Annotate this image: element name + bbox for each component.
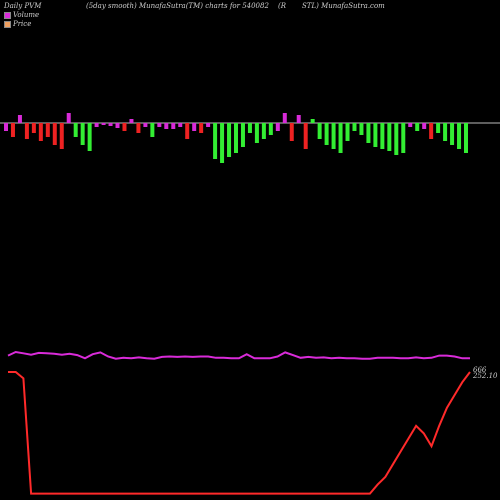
volume-bar	[178, 123, 183, 127]
legend-volume-swatch	[4, 11, 11, 19]
volume-bar	[359, 123, 364, 135]
volume-bar	[443, 123, 448, 141]
volume-bar	[429, 123, 434, 139]
volume-bar	[387, 123, 392, 151]
header-left: Daily PVM	[4, 2, 42, 10]
volume-bar	[101, 123, 106, 125]
volume-bar	[317, 123, 322, 139]
volume-bar	[192, 123, 197, 131]
legend-price-label: Price	[13, 20, 32, 28]
volume-bar	[296, 115, 301, 123]
volume-bar	[303, 123, 308, 149]
volume-bar	[352, 123, 357, 131]
volume-bar	[31, 123, 36, 133]
volume-bar	[38, 123, 43, 141]
header-title: (5day smooth) MunafaSutra(TM) charts for…	[86, 2, 269, 10]
price-smooth-line	[7, 350, 470, 360]
volume-bar	[366, 123, 371, 143]
volume-bar	[199, 123, 204, 133]
price-line	[8, 371, 471, 495]
volume-bar	[150, 123, 155, 137]
volume-bar	[282, 113, 287, 123]
volume-bar	[171, 123, 176, 129]
volume-bar	[464, 123, 468, 153]
volume-bar	[17, 115, 22, 123]
volume-bar	[122, 123, 127, 131]
volume-bar	[94, 123, 99, 127]
legend-price: Price	[4, 20, 31, 28]
volume-bar	[401, 123, 406, 153]
volume-bar	[289, 123, 294, 141]
header-right-2: STL) MunafaSutra.com	[302, 2, 385, 10]
volume-bar	[450, 123, 455, 145]
volume-bar	[331, 123, 336, 149]
volume-bar	[457, 123, 462, 149]
volume-bar	[345, 123, 350, 141]
volume-bar	[373, 123, 378, 147]
volume-bar	[4, 123, 8, 131]
volume-bar	[261, 123, 266, 139]
volume-bar	[52, 123, 57, 145]
volume-bar	[324, 123, 329, 145]
legend-volume: Volume	[4, 11, 39, 19]
volume-bar	[73, 123, 78, 137]
volume-bar	[227, 123, 232, 157]
volume-bar	[310, 119, 315, 123]
volume-bar	[143, 123, 148, 127]
volume-bar	[394, 123, 399, 155]
volume-bar	[108, 123, 113, 126]
volume-bar	[338, 123, 343, 153]
volume-bar	[66, 113, 71, 123]
volume-bar	[45, 123, 50, 137]
volume-bar	[275, 123, 280, 131]
volume-bar	[268, 123, 273, 135]
volume-bar	[115, 123, 120, 128]
price-label-lower: 252.10	[472, 372, 498, 380]
volume-bar	[247, 123, 252, 133]
volume-bar	[24, 123, 29, 139]
volume-bar	[87, 123, 92, 151]
volume-bar	[136, 123, 141, 133]
volume-bar	[240, 123, 245, 147]
price-label-upper: 666	[473, 366, 487, 374]
volume-bar	[415, 123, 420, 131]
volume-bar	[213, 123, 218, 159]
volume-bar	[10, 123, 15, 137]
volume-bar	[422, 123, 427, 129]
volume-bar	[59, 123, 64, 149]
volume-bar	[436, 123, 441, 133]
volume-bar	[164, 123, 169, 129]
volume-bar	[234, 123, 238, 153]
volume-bar	[185, 123, 190, 139]
volume-bar	[220, 123, 225, 163]
legend-volume-label: Volume	[13, 11, 40, 19]
legend-price-swatch	[4, 20, 11, 28]
volume-bar	[380, 123, 385, 149]
volume-bar	[206, 123, 211, 127]
volume-bar	[254, 123, 259, 143]
header-right-1: (R	[278, 2, 287, 10]
volume-bar	[80, 123, 85, 145]
volume-bar	[129, 119, 134, 123]
volume-bar	[157, 123, 162, 127]
volume-bar	[408, 123, 413, 127]
